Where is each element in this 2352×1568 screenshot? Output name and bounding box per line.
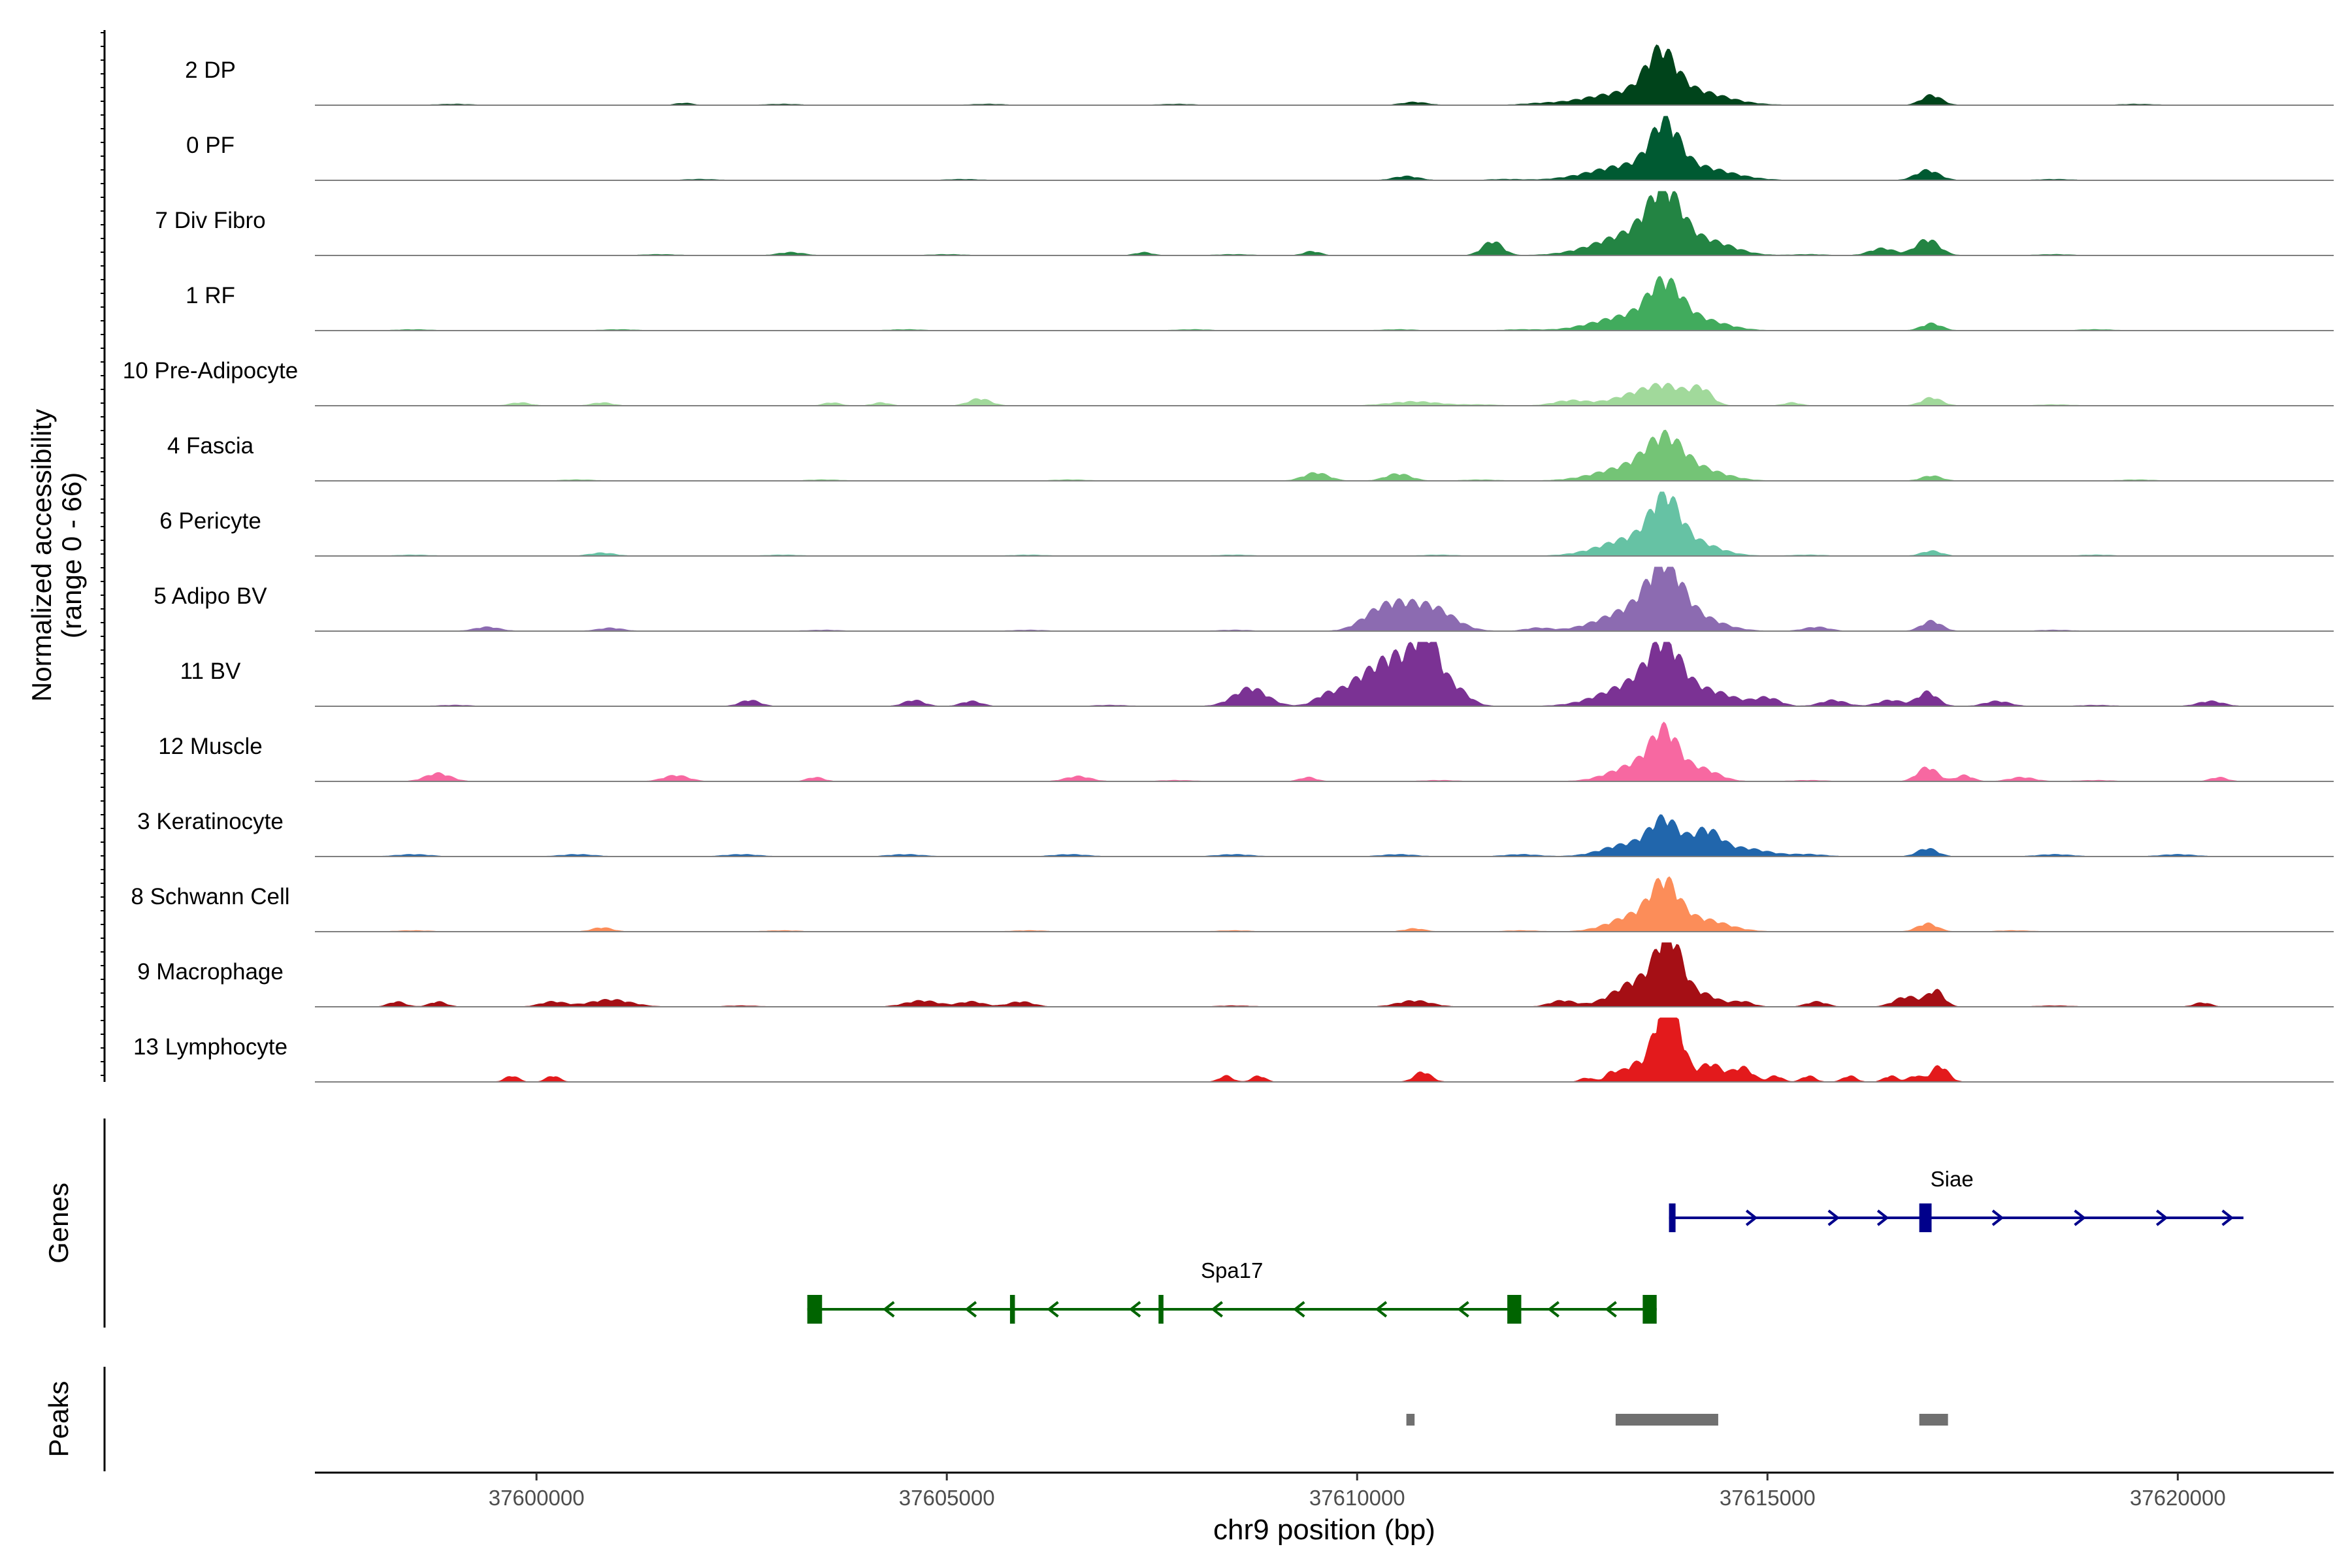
coverage-y-axis-ticks [101, 32, 105, 1076]
x-axis-title: chr9 position (bp) [1213, 1514, 1435, 1546]
track-coverage-area [315, 642, 2334, 707]
y-axis-label-line1: Normalized accessibility [26, 409, 57, 702]
x-tick-label: 37605000 [899, 1486, 995, 1510]
gene-strand-arrow [1128, 1301, 1141, 1318]
gene-exon [1507, 1295, 1522, 1324]
gene-strand-arrow [1605, 1301, 1617, 1318]
gene-strand-arrow [1047, 1301, 1059, 1318]
peaks-panel-label: Peaks [43, 1381, 74, 1458]
gene-exon [1642, 1295, 1657, 1324]
gene-strand-arrow [1876, 1209, 1889, 1226]
track-0-pf: 0 PF [186, 116, 2334, 181]
track-coverage-area [315, 191, 2334, 256]
gene-strand-arrow [2221, 1209, 2234, 1226]
x-tick-label: 37600000 [489, 1486, 585, 1510]
track-coverage-area [315, 276, 2334, 331]
track-7-div-fibro: 7 Div Fibro [155, 191, 2334, 256]
gene-exon [807, 1295, 823, 1324]
gene-strand-arrow [1211, 1301, 1223, 1318]
peak-region [1919, 1414, 1948, 1426]
genes-panel-label: Genes [43, 1183, 74, 1264]
track-3-keratinocyte: 3 Keratinocyte [137, 809, 2334, 857]
gene-strand-arrow [2155, 1209, 2168, 1226]
track-12-muscle: 12 Muscle [158, 721, 2334, 782]
x-tick-label: 37615000 [1720, 1486, 1816, 1510]
track-label: 0 PF [186, 133, 235, 158]
track-9-macrophage: 9 Macrophage [137, 942, 2334, 1007]
gene-spa17: Spa17 [807, 1258, 1657, 1324]
peak-region [1615, 1414, 1718, 1426]
track-label: 8 Schwann Cell [131, 884, 289, 909]
track-label: 9 Macrophage [137, 959, 284, 985]
track-label: 1 RF [186, 283, 235, 308]
gene-strand-arrow [1293, 1301, 1305, 1318]
track-5-adipo-bv: 5 Adipo BV [154, 566, 2334, 632]
track-label: 4 Fascia [167, 433, 254, 459]
track-2-dp: 2 DP [185, 44, 2334, 106]
track-label: 2 DP [185, 57, 236, 83]
track-coverage-area [315, 876, 2334, 932]
track-13-lymphocyte: 13 Lymphocyte [133, 1017, 2334, 1083]
gene-strand-arrow [883, 1301, 895, 1318]
track-1-rf: 1 RF [186, 276, 2334, 331]
track-coverage-area [315, 566, 2334, 632]
track-11-bv: 11 BV [180, 642, 2334, 707]
gene-exon [1669, 1203, 1676, 1232]
track-label: 6 Pericyte [159, 508, 261, 534]
track-coverage-area [315, 814, 2334, 857]
track-coverage-area [315, 942, 2334, 1007]
track-coverage-area [315, 491, 2334, 557]
track-coverage-area [315, 382, 2334, 406]
gene-strand-arrow [1547, 1301, 1560, 1318]
x-tick-label: 37610000 [1309, 1486, 1405, 1510]
track-label: 12 Muscle [158, 734, 263, 759]
track-label: 3 Keratinocyte [137, 809, 284, 834]
track-label: 7 Div Fibro [155, 208, 265, 233]
gene-exon [1919, 1203, 1932, 1232]
gene-exon [1009, 1295, 1015, 1324]
track-10-pre-adipocyte: 10 Pre-Adipocyte [123, 358, 2334, 406]
x-axis-ticks: 37600000 37605000 37610000 37615000 37620000 [489, 1473, 2226, 1510]
y-axis-label-line2: (range 0 - 66) [56, 472, 87, 638]
gene-label: Siae [1931, 1167, 1974, 1191]
peak-regions [1406, 1414, 1948, 1426]
gene-strand-arrow [964, 1301, 977, 1318]
gene-strand-arrow [1457, 1301, 1469, 1318]
track-label: 10 Pre-Adipocyte [123, 358, 298, 384]
track-coverage-area [315, 1017, 2334, 1083]
x-tick-label: 37620000 [2130, 1486, 2226, 1510]
track-label: 11 BV [180, 659, 241, 684]
gene-annotations: Siae Spa17 [807, 1167, 2244, 1324]
coverage-tracks: 2 DP 0 PF 7 Div Fibro 1 RF 10 Pre-Adipocyte 4… [123, 44, 2334, 1083]
track-label: 13 Lymphocyte [133, 1034, 287, 1060]
track-8-schwann-cell: 8 Schwann Cell [131, 876, 2334, 932]
gene-strand-arrow [1991, 1209, 2004, 1226]
track-coverage-area [315, 721, 2334, 782]
gene-strand-arrow [1375, 1301, 1388, 1318]
peak-region [1406, 1414, 1415, 1426]
track-4-fascia: 4 Fascia [167, 429, 2334, 482]
gene-siae: Siae [1669, 1167, 2244, 1232]
gene-label: Spa17 [1201, 1258, 1263, 1282]
gene-strand-arrow [1827, 1209, 1840, 1226]
track-6-pericyte: 6 Pericyte [159, 491, 2334, 557]
gene-strand-arrow [2074, 1209, 2086, 1226]
track-coverage-area [315, 44, 2334, 106]
gene-exon [1158, 1295, 1164, 1324]
track-coverage-area [315, 429, 2334, 482]
track-coverage-area [315, 116, 2334, 181]
gene-strand-arrow [1745, 1209, 1758, 1226]
track-label: 5 Adipo BV [154, 583, 267, 609]
